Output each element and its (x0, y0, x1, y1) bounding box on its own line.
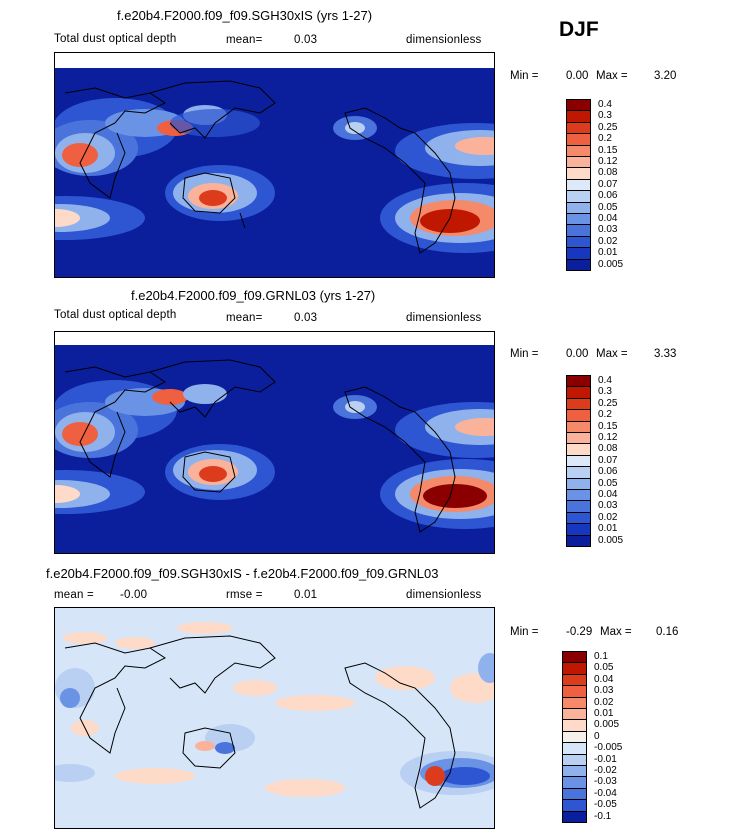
colorbar-label: 0.25 (598, 121, 618, 133)
colorbar-label: 0.02 (594, 696, 614, 708)
panel2-min-label: Min = (510, 348, 539, 360)
colorbar-label: 0.07 (598, 178, 618, 190)
panel3-rmse-value: 0.01 (294, 589, 318, 601)
colorbar-label: 0.25 (598, 397, 618, 409)
colorbar-label: 0.03 (598, 224, 618, 236)
panel2-mean-label: mean= (226, 312, 263, 324)
panel3-colorbar: 0.1 0.05 0.04 0.03 0.02 0.01 0.005 0 -0.005 -0.01… (562, 651, 652, 823)
colorbar-label: 0.08 (598, 167, 618, 179)
panel1-min-value: 0.00 (566, 70, 589, 82)
panel1-variable: Total dust optical depth (54, 33, 177, 45)
colorbar-label: 0.04 (598, 489, 618, 500)
panel2-title: f.e20b4.F2000.f09_f09.GRNL03 (yrs 1-27) (131, 288, 376, 303)
panel3-diff-field (55, 622, 494, 797)
colorbar-label: 0.01 (598, 523, 618, 535)
colorbar-label: 0.03 (594, 685, 614, 697)
panel3-min-label: Min = (510, 626, 539, 638)
panel1-units: dimensionless (406, 34, 482, 46)
colorbar-label: 0.07 (598, 454, 618, 466)
panel2-mean-value: 0.03 (294, 312, 318, 324)
colorbar-label: 0.005 (598, 258, 624, 270)
panel1-mean-value: 0.03 (294, 34, 318, 46)
colorbar-label: 0.2 (598, 133, 612, 145)
panel3-coastlines (64, 635, 456, 809)
colorbar-label: 0.2 (598, 409, 612, 421)
panel1-max-value: 3.20 (654, 70, 677, 82)
colorbar-label: 0.005 (594, 719, 620, 731)
colorbar-label: -0.02 (594, 765, 617, 776)
colorbar-label: -0.1 (594, 810, 612, 822)
colorbar-label: 0.05 (594, 662, 614, 674)
panel3-mean-value: -0.00 (120, 589, 148, 601)
panel2-map (54, 331, 495, 554)
colorbar-label: 0.12 (598, 156, 618, 167)
colorbar-label: -0.01 (594, 753, 617, 765)
colorbar-label: 0.3 (598, 110, 612, 122)
panel1-mean-label: mean= (226, 34, 263, 46)
colorbar-label: 0.1 (594, 651, 608, 662)
panel1-coastlines (64, 80, 456, 254)
panel2-dust-field (55, 380, 494, 529)
panel1-dust-field (55, 98, 494, 253)
panel3-rmse-label: rmse = (226, 589, 263, 601)
colorbar-label: 0.04 (594, 673, 614, 685)
panel1-map-svg (55, 53, 494, 277)
colorbar-label: 0.01 (594, 708, 614, 719)
panel3-title: f.e20b4.F2000.f09_f09.SGH30xIS - f.e20b4… (46, 566, 439, 581)
panel3-max-value: 0.16 (656, 626, 679, 638)
colorbar-label: -0.05 (594, 799, 617, 811)
colorbar-label: 0.3 (598, 386, 612, 398)
colorbar-label: 0.15 (598, 420, 618, 432)
panel1-max-label: Max = (596, 70, 628, 82)
panel2-min-value: 0.00 (566, 348, 589, 360)
panel2-colorbar: 0.4 0.3 0.25 0.2 0.15 0.12 0.08 0.07 0.06 0.05 0.0… (566, 375, 646, 547)
panel1-map (54, 52, 495, 278)
colorbar-label: 0.02 (598, 235, 618, 247)
colorbar-label: 0.05 (598, 477, 618, 489)
panel3-mean-label: mean = (54, 589, 94, 601)
colorbar-label: -0.03 (594, 776, 617, 788)
colorbar-label: 0.12 (598, 432, 618, 443)
colorbar-label: 0.4 (598, 375, 612, 386)
panel2-variable: Total dust optical depth (54, 309, 177, 321)
colorbar-label: 0.08 (598, 443, 618, 455)
panel2-map-svg (55, 332, 494, 553)
colorbar-label: 0.005 (598, 534, 624, 546)
panel3-max-label: Max = (600, 626, 632, 638)
panel2-units: dimensionless (406, 312, 482, 324)
colorbar-swatch (566, 534, 591, 547)
colorbar-label: -0.04 (594, 787, 617, 799)
panel3-map-svg (55, 608, 494, 828)
colorbar-swatch (562, 810, 587, 823)
colorbar-label: 0.05 (598, 201, 618, 213)
colorbar-label: 0.04 (598, 213, 618, 224)
panel2-max-label: Max = (596, 348, 628, 360)
panel2-max-value: 3.33 (654, 348, 677, 360)
panel1-colorbar: 0.4 0.3 0.25 0.2 0.15 0.12 0.08 0.07 0.06 0.05 0.0… (566, 99, 646, 271)
panel1-min-label: Min = (510, 70, 539, 82)
panel3-map (54, 607, 495, 829)
colorbar-swatch (566, 258, 591, 271)
colorbar-label: 0.02 (598, 511, 618, 523)
panel1-title: f.e20b4.F2000.f09_f09.SGH30xIS (yrs 1-27… (117, 8, 373, 23)
panel3-units: dimensionless (406, 589, 482, 601)
colorbar-label: 0.03 (598, 500, 618, 512)
colorbar-label: 0.15 (598, 144, 618, 156)
colorbar-label: 0.06 (598, 190, 618, 202)
colorbar-label: 0.06 (598, 466, 618, 478)
panel3-min-value: -0.29 (566, 626, 593, 638)
colorbar-label: 0.01 (598, 247, 618, 259)
season-label: DJF (559, 18, 599, 41)
colorbar-label: 0.4 (598, 99, 612, 110)
colorbar-label: -0.005 (594, 742, 623, 754)
panel2-coastlines (64, 359, 456, 533)
colorbar-label: 0 (594, 730, 600, 742)
